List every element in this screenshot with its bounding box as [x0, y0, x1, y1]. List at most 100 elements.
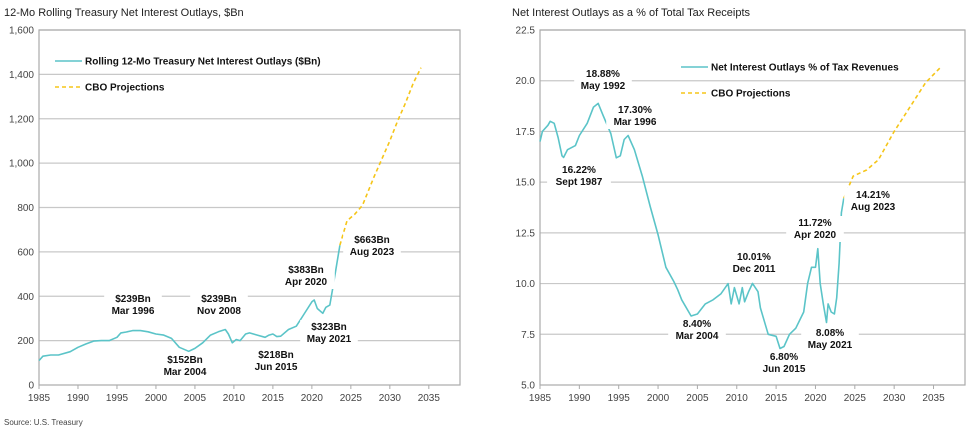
legend-label: CBO Projections: [711, 89, 791, 100]
annotation-bg: [190, 292, 248, 318]
y-tick-label: 1,400: [9, 70, 34, 81]
x-tick-label: 2005: [686, 393, 709, 404]
x-tick-label: 2020: [804, 393, 827, 404]
projection-line: [339, 67, 422, 246]
x-tick-label: 2025: [340, 393, 363, 404]
annotation-bg: [104, 292, 162, 318]
annotation-date: Mar 1996: [112, 306, 155, 317]
x-tick-label: 1985: [529, 393, 552, 404]
annotation-bg: [574, 67, 632, 93]
x-tick-label: 2035: [922, 393, 945, 404]
annotation-date: Mar 1996: [614, 117, 657, 128]
plot-frame: [38, 29, 461, 386]
y-tick-label: 7.5: [521, 330, 535, 341]
y-tick-label: 20.0: [516, 76, 536, 87]
actual-line: [539, 102, 845, 350]
y-tick-label: 1,200: [9, 114, 34, 125]
y-tick-label: 22.5: [516, 26, 536, 37]
annotation-value: 14.21%: [856, 190, 890, 201]
annotation-date: Jun 2015: [763, 364, 806, 375]
x-tick-label: 2025: [844, 393, 867, 404]
x-tick-label: 2005: [184, 393, 207, 404]
x-tick-label: 2010: [223, 393, 246, 404]
y-tick-label: 15.0: [516, 178, 536, 189]
x-tick-label: 1990: [568, 393, 591, 404]
annotation-value: $218Bn: [258, 350, 294, 361]
x-tick-label: 2020: [301, 393, 324, 404]
chart-1: 12-Mo Rolling Treasury Net Interest Outl…: [4, 7, 461, 404]
annotation-bg: [786, 216, 844, 242]
x-tick-label: 2030: [883, 393, 906, 404]
annotation-value: 16.22%: [562, 165, 596, 176]
annotation-date: May 1992: [581, 81, 626, 92]
y-tick-label: 1,000: [9, 159, 34, 170]
chart-title: 12-Mo Rolling Treasury Net Interest Outl…: [4, 7, 244, 19]
annotation-date: Sept 1987: [556, 177, 603, 188]
annotation-bg: [725, 250, 783, 276]
x-tick-label: 2030: [379, 393, 402, 404]
annotation-bg: [844, 188, 902, 214]
legend-label: CBO Projections: [85, 83, 165, 94]
annotation-value: 18.88%: [586, 69, 620, 80]
annotation-value: 6.80%: [770, 352, 798, 363]
plot-frame: [539, 29, 966, 386]
y-tick-label: 5.0: [521, 381, 535, 392]
y-tick-label: 600: [17, 247, 34, 258]
x-tick-label: 2015: [765, 393, 788, 404]
annotation-bg: [300, 320, 358, 346]
annotation-bg: [606, 103, 664, 129]
annotation-value: $239Bn: [201, 294, 237, 305]
annotation-bg: [247, 348, 305, 374]
y-tick-label: 1,600: [9, 26, 34, 37]
chart-2: Net Interest Outlays as a % of Total Tax…: [512, 7, 966, 404]
annotation-bg: [801, 326, 859, 352]
annotation-bg: [277, 263, 335, 289]
annotation-date: Nov 2008: [197, 306, 241, 317]
annotation-bg: [156, 353, 214, 379]
y-tick-label: 12.5: [516, 228, 536, 239]
legend-label: Rolling 12-Mo Treasury Net Interest Outl…: [85, 57, 321, 68]
chart-title: Net Interest Outlays as a % of Total Tax…: [512, 7, 751, 19]
annotation-bg: [668, 317, 726, 343]
x-tick-label: 2000: [145, 393, 168, 404]
x-tick-label: 2000: [647, 393, 670, 404]
x-tick-label: 1995: [106, 393, 129, 404]
annotation-date: Mar 2004: [164, 367, 207, 378]
legend-bg: [45, 79, 179, 93]
annotation-bg: [343, 233, 401, 259]
annotation-value: 11.72%: [798, 218, 831, 229]
actual-line: [38, 245, 341, 362]
annotation-value: $383Bn: [288, 265, 324, 276]
annotation-value: 8.40%: [683, 319, 711, 330]
annotation-date: May 2021: [307, 334, 352, 345]
annotation-bg: [755, 350, 813, 376]
x-tick-label: 1995: [608, 393, 631, 404]
annotation-bg: [547, 163, 611, 189]
annotation-date: Mar 2004: [676, 331, 719, 342]
projection-line: [843, 65, 942, 199]
x-tick-label: 1990: [67, 393, 90, 404]
x-tick-label: 1985: [28, 393, 51, 404]
legend-label: Net Interest Outlays % of Tax Revenues: [711, 63, 899, 74]
y-tick-label: 0: [28, 381, 34, 392]
annotation-value: 8.08%: [816, 328, 844, 339]
annotation-date: Apr 2020: [285, 277, 328, 288]
annotation-date: Apr 2020: [794, 230, 837, 241]
y-tick-label: 200: [17, 336, 34, 347]
legend-bg: [671, 85, 805, 99]
annotation-value: $663Bn: [354, 235, 390, 246]
annotation-date: Aug 2023: [851, 202, 896, 213]
annotation-value: $323Bn: [311, 322, 347, 333]
x-tick-label: 2015: [262, 393, 285, 404]
y-tick-label: 17.5: [516, 127, 536, 138]
annotation-value: $152Bn: [167, 355, 203, 366]
legend-bg: [671, 59, 934, 73]
annotation-value: 17.30%: [618, 105, 652, 116]
annotation-date: May 2021: [808, 340, 853, 351]
y-tick-label: 800: [17, 203, 34, 214]
legend-bg: [45, 53, 370, 67]
x-tick-label: 2035: [418, 393, 441, 404]
annotation-date: Jun 2015: [255, 362, 298, 373]
annotation-value: 10.01%: [737, 252, 771, 263]
